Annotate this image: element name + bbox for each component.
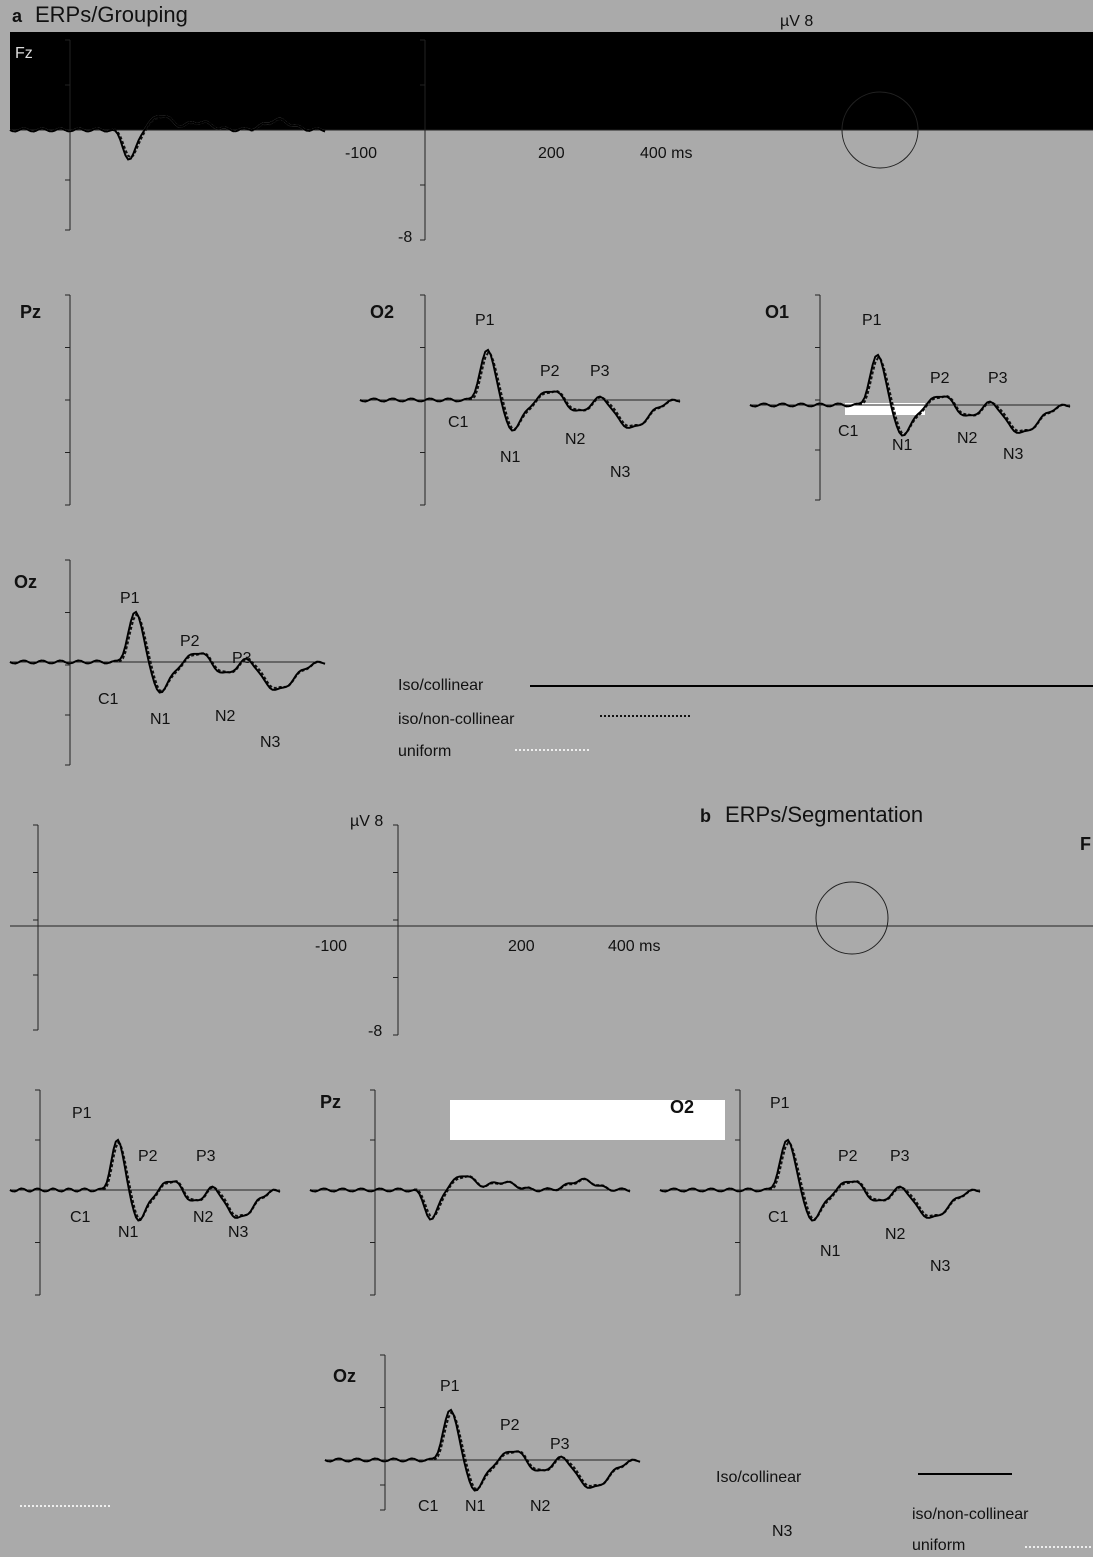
label: Fz	[15, 45, 33, 62]
label: Pz	[320, 1092, 341, 1112]
label: N2	[565, 431, 586, 448]
black-band	[10, 32, 1093, 130]
label: a	[12, 6, 23, 26]
label: P3	[550, 1436, 570, 1453]
label: C1	[768, 1209, 789, 1226]
label: 400 ms	[640, 145, 692, 162]
label: P1	[440, 1378, 460, 1395]
label: N2	[530, 1498, 551, 1515]
label: P2	[838, 1148, 858, 1165]
label: N1	[150, 711, 171, 728]
label: N3	[260, 734, 281, 751]
label: C1	[418, 1498, 439, 1515]
label: N2	[885, 1226, 906, 1243]
label: -100	[345, 145, 377, 162]
label: N2	[957, 430, 978, 447]
label: N1	[820, 1243, 841, 1260]
label: P3	[232, 650, 252, 667]
label: -8	[368, 1023, 382, 1040]
label: µV 8	[780, 13, 813, 30]
label: b	[700, 806, 711, 826]
label: uniform	[398, 743, 451, 760]
label: Oz	[14, 572, 37, 592]
background	[0, 0, 1093, 1557]
label: N1	[118, 1224, 139, 1241]
label: P2	[500, 1417, 520, 1434]
label: P1	[120, 590, 140, 607]
label: N2	[193, 1209, 214, 1226]
label: C1	[70, 1209, 91, 1226]
label: 400 ms	[608, 938, 660, 955]
label: P2	[540, 363, 560, 380]
label: ERPs/Grouping	[35, 2, 188, 27]
label: Oz	[333, 1366, 356, 1386]
label: P3	[890, 1148, 910, 1165]
label: ERPs/Segmentation	[725, 802, 923, 827]
label: iso/non-collinear	[912, 1506, 1029, 1523]
label: P3	[196, 1148, 216, 1165]
label: C1	[838, 423, 859, 440]
label: F	[1080, 834, 1091, 854]
label: P1	[862, 312, 882, 329]
label: N3	[228, 1224, 249, 1241]
label: P2	[138, 1148, 158, 1165]
label: N2	[215, 708, 236, 725]
label: 200	[538, 145, 565, 162]
label: 200	[508, 938, 535, 955]
label: N1	[892, 437, 913, 454]
label: P1	[475, 312, 495, 329]
label: O1	[765, 302, 789, 322]
label: N3	[772, 1523, 793, 1540]
label: O2	[670, 1097, 694, 1117]
label: µV 8	[350, 813, 383, 830]
label: Iso/collinear	[398, 677, 484, 694]
label: P2	[180, 633, 200, 650]
label: Iso/collinear	[716, 1469, 802, 1486]
figure: a ERPs/Grouping µV 8 Fz -100 200 400 ms -8 Pz O2 O…	[0, 0, 1093, 1557]
label: P1	[770, 1095, 790, 1112]
label: N3	[1003, 446, 1024, 463]
label: -100	[315, 938, 347, 955]
label: uniform	[912, 1537, 965, 1554]
label: P3	[988, 370, 1008, 387]
label: iso/non-collinear	[398, 711, 515, 728]
label: Pz	[20, 302, 41, 322]
label: C1	[98, 691, 119, 708]
label: N1	[465, 1498, 486, 1515]
label: N3	[610, 464, 631, 481]
label: -8	[398, 229, 412, 246]
label: O2	[370, 302, 394, 322]
label: C1	[448, 414, 469, 431]
label: P3	[590, 363, 610, 380]
label: P1	[72, 1105, 92, 1122]
label: N3	[930, 1258, 951, 1275]
label: P2	[930, 370, 950, 387]
label: N1	[500, 449, 521, 466]
